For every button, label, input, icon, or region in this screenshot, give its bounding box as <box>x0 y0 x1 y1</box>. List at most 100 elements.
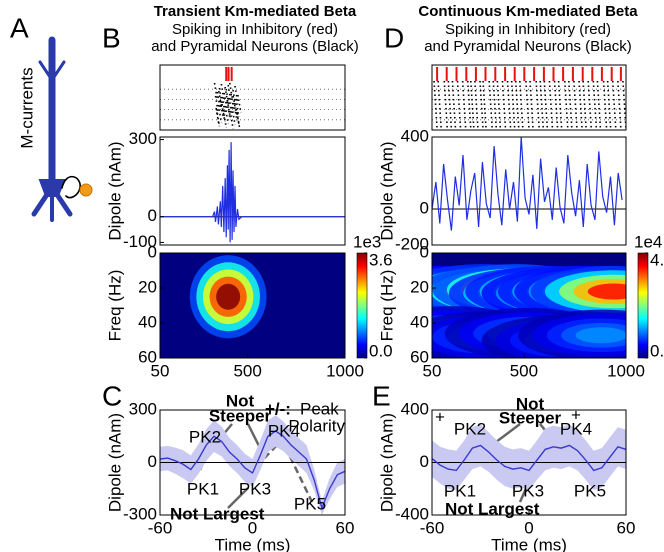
pyramidal-spike <box>437 80 442 129</box>
plot-area <box>160 67 345 130</box>
y-tick-label: 0 <box>420 198 429 217</box>
plot-frame <box>159 136 346 246</box>
y-tick-label: 300 <box>129 399 157 418</box>
chart-title: Transient Km-mediated Beta <box>154 3 357 20</box>
x-tick-label: -60 <box>420 518 445 537</box>
pyramidal-spike <box>611 80 617 129</box>
y-tick-label: 40 <box>410 312 429 331</box>
dipole-line <box>432 137 623 231</box>
pyramidal-spike <box>221 96 227 116</box>
pyramidal-spike <box>563 80 569 129</box>
heat-contour <box>575 327 626 344</box>
x-tick-label: 60 <box>336 518 355 537</box>
annotation: PK2 <box>454 419 486 438</box>
y-axis-label: Freq (Hz) <box>105 270 124 342</box>
pyramidal-spike <box>451 80 457 129</box>
pyramidal-spike <box>214 95 220 115</box>
y-tick-label: 20 <box>410 277 429 296</box>
pyramidal-spike <box>466 80 472 129</box>
pyramidal-spike <box>501 80 507 129</box>
pyramidal-spike <box>506 80 512 129</box>
annotation: +/-: <box>265 399 291 418</box>
plot-frame <box>159 252 346 359</box>
pyramidal-spike <box>461 80 467 129</box>
pyramidal-spike <box>573 80 578 129</box>
pyramidal-spike <box>223 92 229 112</box>
annotation: Peak <box>300 399 339 418</box>
pyramidal-spike <box>617 80 622 129</box>
y-tick-label: 400 <box>401 399 429 418</box>
pyramidal-spike <box>525 80 530 129</box>
y-axis-label: Freq (Hz) <box>377 270 396 342</box>
colorbar-tick-label: 0.0 <box>650 341 664 360</box>
pyramidal-spike <box>596 80 602 129</box>
plot-frame <box>431 64 627 131</box>
heat-contour <box>216 283 241 310</box>
pyramidal-spike <box>226 101 231 121</box>
pyramidal-spike <box>587 80 593 129</box>
x-tick-label: 60 <box>617 518 636 537</box>
error-band <box>432 424 626 491</box>
pyramidal-spike <box>433 80 438 129</box>
annotation: PK5 <box>574 481 606 500</box>
y-tick-label: 40 <box>138 312 157 331</box>
annotation: PK3 <box>239 479 271 498</box>
annotation: Steeper <box>209 406 272 425</box>
plot-frame <box>431 252 627 359</box>
pyramidal-spike <box>218 90 223 110</box>
chart-subtitle: Spiking in Inhibitory (red) <box>445 21 611 38</box>
annotation: Steeper <box>499 408 562 427</box>
plot-frame <box>159 64 346 131</box>
x-tick-label: 500 <box>233 361 261 380</box>
plot-area <box>432 424 626 491</box>
heat-peak <box>518 309 626 358</box>
pyramidal-spike <box>496 80 502 129</box>
y-tick-label: 0 <box>420 452 429 471</box>
pyramidal-spike <box>553 80 559 129</box>
pyramidal-spike <box>582 80 587 129</box>
annotation: PK3 <box>512 481 544 500</box>
pyramidal-spike <box>213 82 219 102</box>
y-tick-label: 60 <box>410 347 429 366</box>
panel-letter: C <box>102 380 122 411</box>
pyramidal-spike <box>232 95 238 115</box>
annotation: Not <box>516 394 545 413</box>
annotation: PK2 <box>189 427 221 446</box>
dipole-line <box>160 142 345 243</box>
y-tick-label: 300 <box>129 129 157 148</box>
panel-letter: D <box>384 22 404 53</box>
plot-area <box>160 415 345 515</box>
chart-subtitle: Spiking in Inhibitory (red) <box>172 21 338 38</box>
pyramidal-spike <box>606 80 612 129</box>
pyramidal-spike <box>218 87 224 107</box>
pyramidal-spike <box>592 80 598 129</box>
pyramidal-spike <box>235 108 241 128</box>
annotation: PK1 <box>444 481 476 500</box>
y-axis-label: Dipole (nAm) <box>105 141 124 240</box>
mean-line <box>160 430 345 511</box>
x-tick-label: 50 <box>151 361 170 380</box>
plot-area <box>432 253 626 358</box>
neuron-drawing <box>31 36 93 222</box>
pyramidal-spike <box>224 105 230 125</box>
panel-letter: A <box>10 12 29 43</box>
pyramidal-spike <box>479 80 484 129</box>
annotation: Not <box>226 391 255 410</box>
pyramidal-spike <box>224 86 229 106</box>
colorbar <box>356 252 368 359</box>
pyramidal-spike <box>470 80 475 129</box>
y-axis-label: Dipole (nAm) <box>105 413 124 512</box>
annotation: + <box>435 407 445 426</box>
pyramidal-spike <box>529 80 534 129</box>
y-tick-label: -400 <box>395 504 429 523</box>
pyramidal-spike <box>228 82 234 102</box>
y-tick-label: 60 <box>138 347 157 366</box>
x-axis-label: Time (ms) <box>491 535 567 552</box>
pyramidal-spike <box>221 103 226 123</box>
x-tick-label: 0 <box>248 518 257 537</box>
mean-line <box>432 444 626 472</box>
pyramidal-spike <box>548 80 554 129</box>
pyramidal-spike <box>232 89 237 109</box>
pyramidal-spike <box>226 99 232 119</box>
y-tick-label: 20 <box>138 277 157 296</box>
